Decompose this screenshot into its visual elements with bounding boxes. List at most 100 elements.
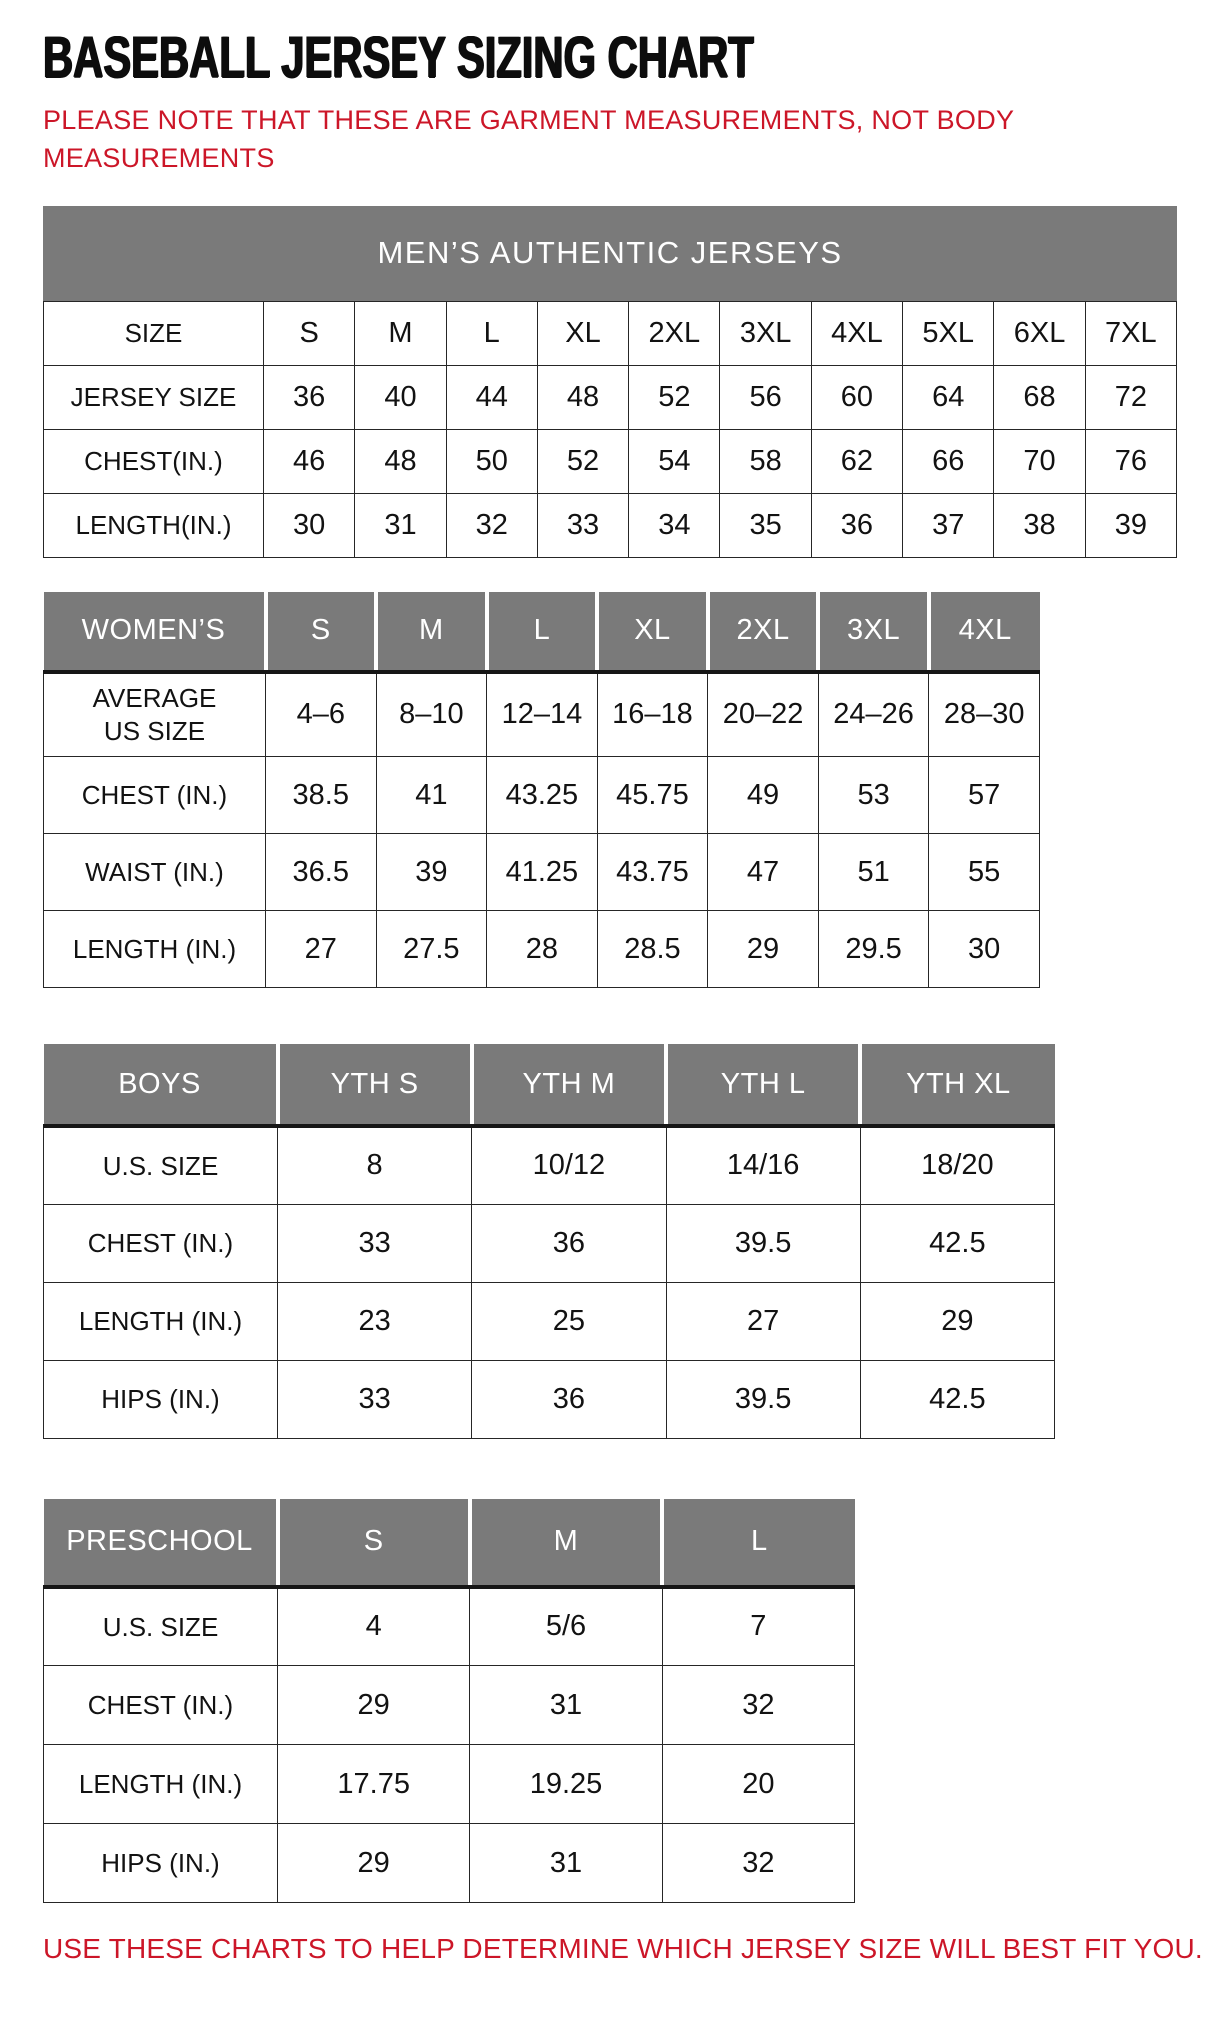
table-row: CHEST (IN.) 33 36 39.5 42.5: [43, 1203, 1056, 1283]
row-label: LENGTH (IN.): [43, 1744, 278, 1825]
value-cell: 4XL: [810, 300, 904, 366]
value-cell: 29: [859, 1281, 1056, 1361]
value-cell: 30: [262, 492, 356, 558]
womens-table: WOMEN’S S M L XL 2XL 3XL 4XL AVERAGE US …: [43, 591, 1040, 989]
title-wrap: BASEBALL JERSEY SIZING CHART: [43, 24, 1177, 90]
value-cell: 14/16: [665, 1125, 861, 1205]
value-cell: 18/20: [859, 1125, 1056, 1205]
value-cell: 19.25: [469, 1744, 663, 1825]
size-header-cell: YTH L: [663, 1044, 861, 1129]
value-cell: 32: [445, 492, 538, 558]
value-cell: XL: [536, 300, 630, 366]
value-cell: 20: [661, 1744, 856, 1825]
value-cell: 29: [707, 910, 819, 989]
size-header-cell: 4XL: [926, 591, 1040, 674]
row-label: LENGTH (IN.): [43, 910, 266, 989]
value-cell: 70: [993, 428, 1086, 494]
value-cell: 76: [1084, 428, 1178, 494]
value-cell: 31: [354, 492, 447, 558]
table-row: CHEST(IN.) 46 48 50 52 54 58 62 66 70 76: [43, 428, 1178, 494]
value-cell: 7: [661, 1586, 856, 1667]
value-cell: 62: [810, 428, 904, 494]
value-cell: 48: [536, 364, 630, 430]
size-header-cell: YTH M: [469, 1044, 666, 1129]
size-header-cell: YTH XL: [858, 1044, 1055, 1129]
size-header-cell: S: [275, 1498, 470, 1589]
size-header-cell: XL: [595, 591, 708, 674]
size-header-cell: L: [660, 1498, 855, 1589]
row-label: AVERAGE US SIZE: [43, 671, 266, 758]
value-cell: 43.25: [486, 756, 598, 835]
table-row: U.S. SIZE 4 5/6 7: [43, 1586, 856, 1667]
value-cell: 36: [471, 1203, 667, 1283]
value-cell: 39.5: [665, 1359, 861, 1439]
table-row: HIPS (IN.) 33 36 39.5 42.5: [43, 1359, 1056, 1439]
value-cell: 8–10: [375, 671, 488, 758]
table-header-label: BOYS: [43, 1044, 278, 1129]
value-cell: 57: [928, 756, 1040, 835]
mens-table-title: MEN’S AUTHENTIC JERSEYS: [43, 205, 1177, 301]
value-cell: 23: [276, 1281, 473, 1361]
value-cell: 5/6: [469, 1586, 663, 1667]
table-row: U.S. SIZE 8 10/12 14/16 18/20: [43, 1125, 1056, 1205]
value-cell: 39.5: [665, 1203, 861, 1283]
value-cell: 45.75: [596, 756, 709, 835]
row-label: CHEST (IN.): [43, 756, 266, 835]
size-header-cell: 2XL: [705, 591, 819, 674]
value-cell: 12–14: [486, 671, 598, 758]
value-cell: 36.5: [265, 833, 377, 912]
value-cell: 46: [262, 428, 356, 494]
value-cell: 29: [276, 1823, 471, 1904]
row-label: U.S. SIZE: [43, 1586, 278, 1667]
value-cell: 44: [445, 364, 538, 430]
boys-table: BOYS YTH S YTH M YTH L YTH XL U.S. SIZE …: [43, 1044, 1056, 1439]
preschool-table: PRESCHOOL S M L U.S. SIZE 4 5/6 7 CHEST …: [43, 1498, 856, 1904]
value-cell: 3XL: [719, 300, 812, 366]
mens-table: SIZE S M L XL 2XL 3XL 4XL 5XL 6XL 7XL JE…: [43, 300, 1178, 558]
size-header-cell: S: [263, 591, 377, 674]
value-cell: 20–22: [707, 671, 819, 758]
value-cell: 54: [628, 428, 721, 494]
value-cell: 58: [719, 428, 812, 494]
header-row: PRESCHOOL S M L: [43, 1498, 855, 1589]
value-cell: 72: [1084, 364, 1178, 430]
value-cell: 33: [276, 1203, 473, 1283]
value-cell: S: [262, 300, 356, 366]
value-cell: 27.5: [375, 910, 488, 989]
value-cell: 42.5: [859, 1359, 1056, 1439]
value-cell: 41: [375, 756, 488, 835]
value-cell: 68: [993, 364, 1086, 430]
row-label: HIPS (IN.): [43, 1359, 278, 1439]
value-cell: 29: [276, 1665, 471, 1746]
value-cell: 47: [707, 833, 819, 912]
row-label: LENGTH (IN.): [43, 1281, 278, 1361]
value-cell: 17.75: [276, 1744, 471, 1825]
row-label: U.S. SIZE: [43, 1125, 278, 1205]
value-cell: 32: [661, 1665, 856, 1746]
value-cell: 60: [810, 364, 904, 430]
value-cell: 56: [719, 364, 812, 430]
size-header-cell: YTH S: [275, 1044, 472, 1129]
table-row: LENGTH(IN.) 30 31 32 33 34 35 36 37 38 3…: [43, 492, 1178, 558]
value-cell: 24–26: [817, 671, 930, 758]
value-cell: 35: [719, 492, 812, 558]
value-cell: 39: [375, 833, 488, 912]
value-cell: 33: [536, 492, 630, 558]
size-header-cell: M: [467, 1498, 663, 1589]
value-cell: 16–18: [596, 671, 709, 758]
value-cell: 2XL: [628, 300, 721, 366]
table-row: JERSEY SIZE 36 40 44 48 52 56 60 64 68 7…: [43, 364, 1178, 430]
size-header-cell: 3XL: [816, 591, 929, 674]
table-row: LENGTH (IN.) 23 25 27 29: [43, 1281, 1056, 1361]
value-cell: 29.5: [817, 910, 930, 989]
table-row: SIZE S M L XL 2XL 3XL 4XL 5XL 6XL 7XL: [43, 300, 1178, 366]
value-cell: 48: [354, 428, 447, 494]
value-cell: 32: [661, 1823, 856, 1904]
value-cell: 38: [993, 492, 1086, 558]
value-cell: 64: [902, 364, 995, 430]
value-cell: M: [354, 300, 447, 366]
value-cell: 36: [471, 1359, 667, 1439]
value-cell: 52: [536, 428, 630, 494]
value-cell: 49: [707, 756, 819, 835]
row-label: CHEST(IN.): [43, 428, 264, 494]
